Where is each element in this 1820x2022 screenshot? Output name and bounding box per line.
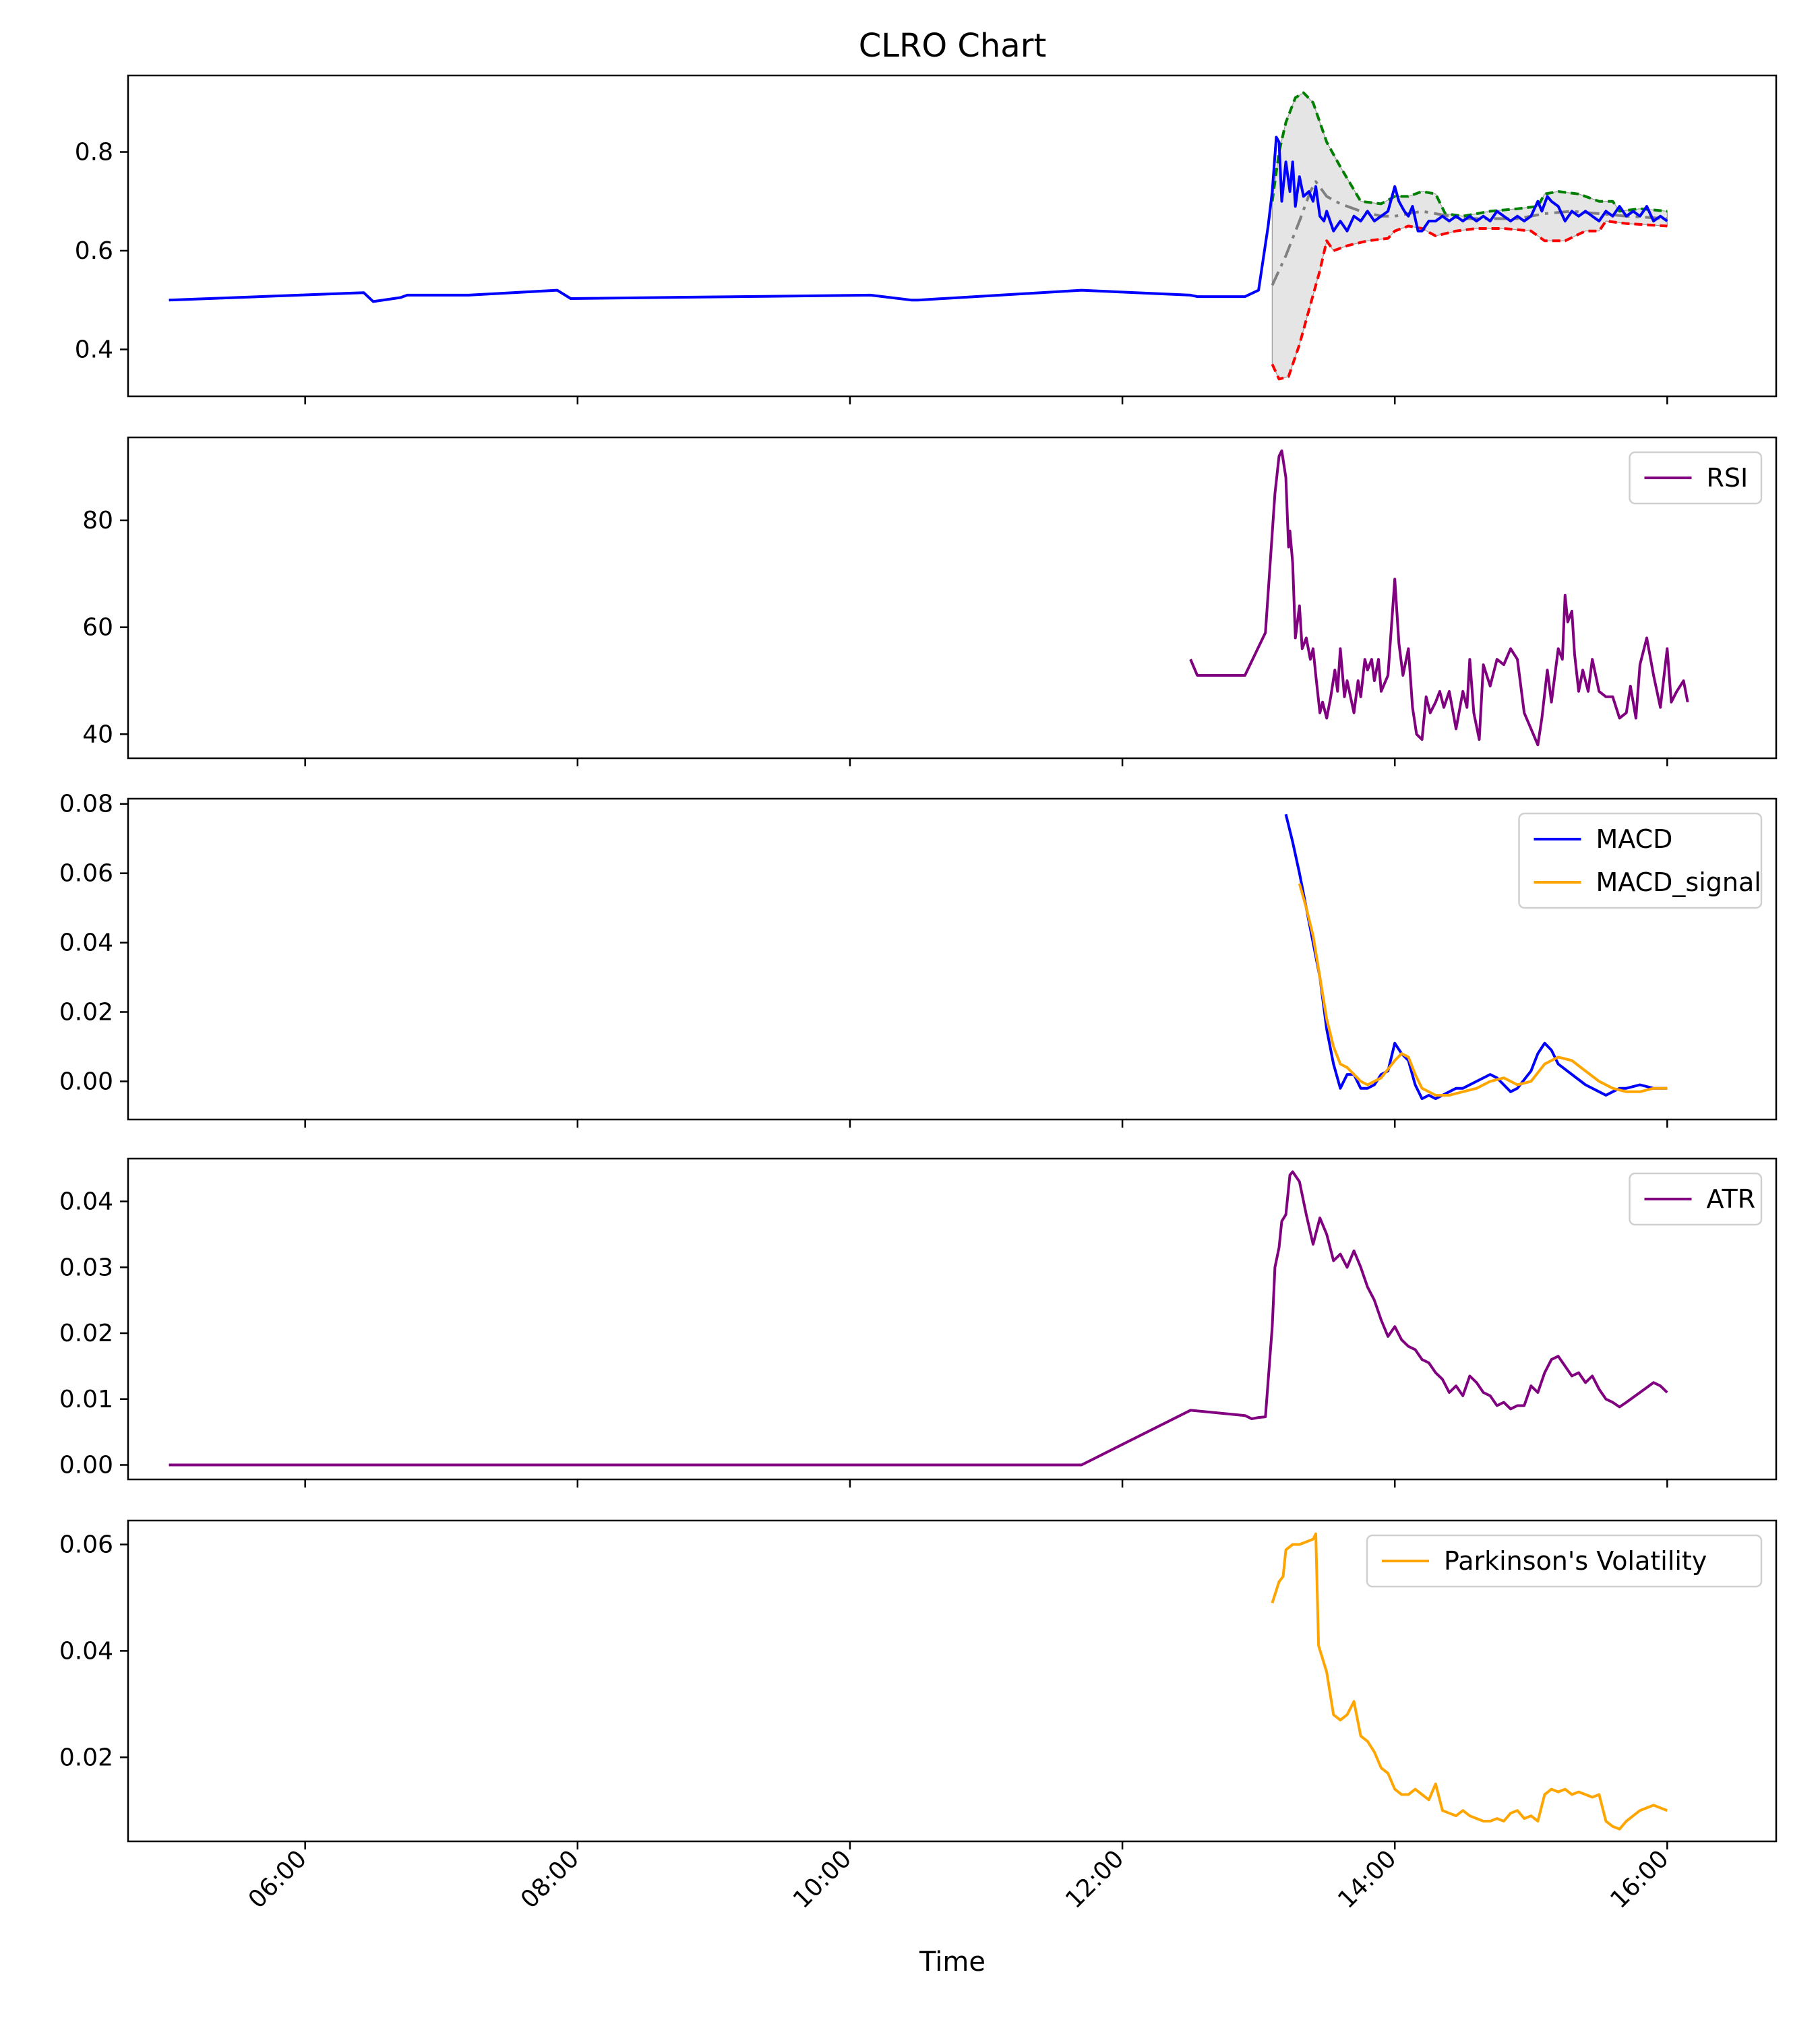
panel-frame [127, 797, 1778, 1121]
y-tick-label: 0.00 [59, 1068, 113, 1095]
legend: Parkinson's Volatility [1366, 1534, 1763, 1588]
panels-layer: 0.4 0.6 0.8 40 60 80 RSI 0.00 0.02 0.04 0.06 0.08 MA… [59, 74, 1778, 1849]
panel-frame [127, 74, 1778, 398]
panel-rsi: 40 60 80 RSI [82, 436, 1778, 766]
y-tick-label: 0.8 [75, 139, 113, 166]
y-tick-label: 0.03 [59, 1254, 113, 1281]
legend: ATR [1629, 1172, 1763, 1226]
plot-area-atr [169, 1170, 1668, 1467]
plot-area-parkinson [1271, 1532, 1668, 1831]
y-tick-label: 0.08 [59, 791, 113, 818]
series-line-macd [1284, 814, 1668, 1101]
y-tick-label: 0.06 [59, 1531, 113, 1559]
plot-area-rsi [1189, 449, 1689, 747]
legend: MACD MACD_signal [1518, 812, 1763, 909]
legend-label-parkinson-s-volatility: Parkinson's Volatility [1444, 1546, 1707, 1576]
y-tick-label: 0.4 [75, 336, 113, 363]
legend-box [1366, 1534, 1763, 1588]
y-tick-label: 0.04 [59, 1188, 113, 1216]
y-tick-label: 0.00 [59, 1451, 113, 1479]
panel-price: 0.4 0.6 0.8 [75, 74, 1778, 404]
panel-atr: 0.00 0.01 0.02 0.03 0.04 ATR [59, 1157, 1778, 1488]
series-line-close [169, 135, 1668, 303]
plot-area-price [169, 91, 1668, 381]
y-tick-label: 0.06 [59, 860, 113, 888]
y-tick-label: 0.02 [59, 1744, 113, 1771]
panel-frame [127, 1519, 1778, 1843]
legend: RSI [1629, 451, 1763, 505]
series-line-rsi [1189, 449, 1689, 747]
panel-macd: 0.00 0.02 0.04 0.06 0.08 MACD MACD_signal [59, 791, 1778, 1128]
legend-label-rsi: RSI [1707, 463, 1749, 493]
series-line-macd-signal [1298, 883, 1668, 1097]
y-tick-label: 0.04 [59, 929, 113, 957]
series-line-upper-band [1271, 91, 1668, 218]
legend-box [1629, 1172, 1763, 1226]
y-tick-label: 0.01 [59, 1386, 113, 1413]
panel-parkinson: 0.02 0.04 0.06 Parkinson's Volatility [59, 1519, 1778, 1849]
legend-box [1629, 451, 1763, 505]
y-tick-label: 40 [82, 721, 113, 748]
legend-label-macd: MACD [1596, 824, 1673, 854]
y-tick-label: 0.04 [59, 1637, 113, 1665]
y-tick-label: 60 [82, 614, 113, 642]
y-tick-label: 80 [82, 507, 113, 534]
series-line-parkinson-s-volatility [1271, 1532, 1668, 1831]
y-tick-label: 0.02 [59, 998, 113, 1026]
series-line-atr [169, 1170, 1668, 1467]
y-tick-label: 0.02 [59, 1320, 113, 1347]
legend-label-atr: ATR [1707, 1184, 1756, 1214]
x-axis-label: Time [919, 1947, 985, 1978]
y-tick-label: 0.6 [75, 237, 113, 265]
chart-title: CLRO Chart [859, 27, 1047, 65]
legend-box [1518, 812, 1763, 909]
plot-area-macd [1284, 814, 1668, 1101]
panel-frame [127, 1157, 1778, 1481]
legend-label-macd-signal: MACD_signal [1596, 867, 1761, 897]
series-line-lower-band [1271, 220, 1668, 381]
panel-frame [127, 436, 1778, 760]
